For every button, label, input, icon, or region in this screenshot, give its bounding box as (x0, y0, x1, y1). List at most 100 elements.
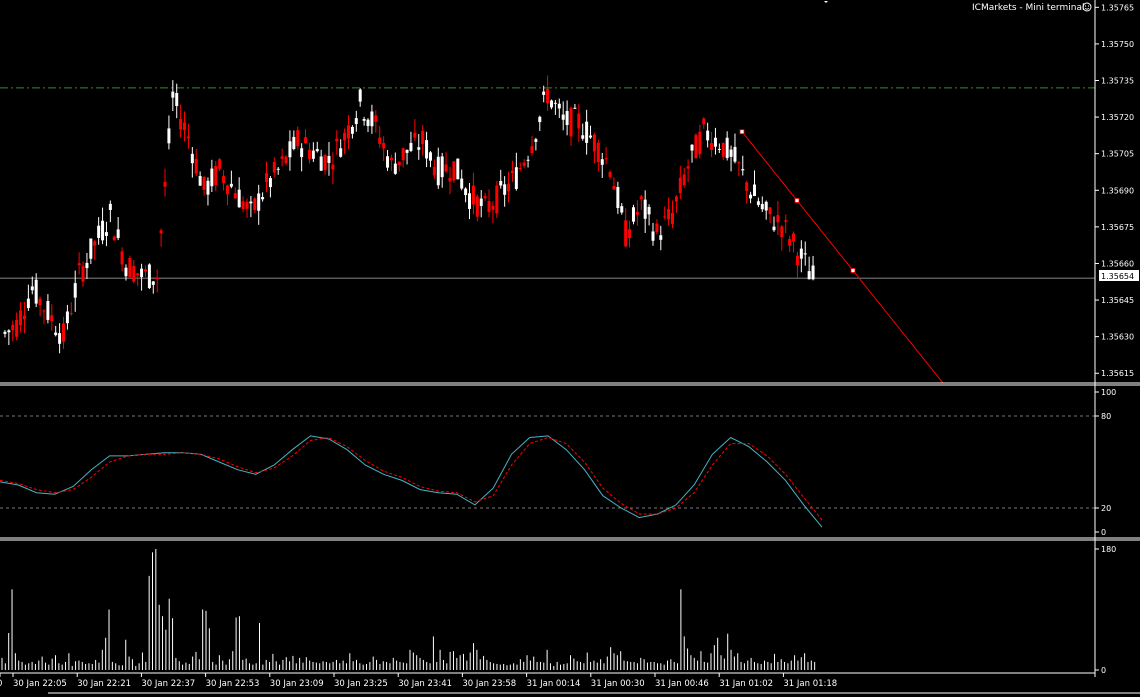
dropdown-caret-icon[interactable] (824, 1, 828, 3)
candle-body (745, 182, 749, 192)
candle-body (136, 273, 140, 276)
candle-body (307, 149, 311, 159)
candle-body (65, 311, 69, 324)
smiley-icon[interactable] (1082, 2, 1092, 12)
candle-body (561, 114, 565, 120)
candle-body (682, 174, 686, 186)
candle-body (108, 203, 112, 210)
candle-body (268, 178, 272, 188)
candle-body (444, 164, 448, 172)
stochastic-tick-label: 20 (1101, 504, 1111, 513)
volume-tick-label: 180 (1101, 545, 1116, 554)
candle-body (327, 156, 331, 163)
candle-body (77, 263, 81, 266)
stochastic-signal-line (0, 436, 823, 521)
candle-body (354, 118, 358, 124)
candle-body (179, 118, 183, 130)
candle-body (276, 168, 280, 170)
candle-body (522, 162, 526, 166)
time-tick-label: 30 Jan 23:25 (334, 679, 388, 689)
time-tick-label: 31 Jan 01:02 (719, 679, 773, 689)
candle-body (729, 149, 733, 157)
candle-body (585, 121, 589, 143)
price-panel[interactable] (0, 75, 1095, 384)
candle-body (81, 266, 85, 282)
volume-tick-label: 0 (1101, 666, 1106, 675)
candle-body (69, 313, 73, 315)
candle-body (183, 122, 187, 131)
candle-body (811, 265, 815, 280)
candle-body (116, 229, 120, 238)
candle-body (678, 177, 682, 194)
candle-body (292, 136, 296, 150)
candle-body (702, 118, 706, 125)
window-title: ICMarkets - Mini terminal (972, 3, 1084, 13)
candle-body (557, 103, 561, 109)
candle-body (159, 230, 163, 234)
candle-body (483, 196, 487, 199)
candle-body (784, 220, 788, 222)
candle-body (30, 286, 34, 291)
candle-body (616, 187, 620, 209)
candle-body (596, 142, 600, 163)
candle-body (565, 111, 569, 126)
time-tick-label: 30 Jan 23:41 (398, 679, 452, 689)
candle-body (514, 167, 518, 190)
candle-body (440, 156, 444, 178)
candle-body (452, 161, 456, 181)
candle-body (671, 212, 675, 224)
price-tick-label: 1.35735 (1101, 77, 1134, 86)
candle-body (538, 116, 542, 123)
price-tick-label: 1.35750 (1101, 40, 1134, 49)
candle-body (495, 185, 499, 214)
candle-body (374, 115, 378, 122)
candle-body (163, 181, 167, 187)
candle-body (186, 136, 190, 139)
candle-body (659, 235, 663, 240)
candle-body (350, 126, 354, 134)
candle-body (491, 205, 495, 210)
candle-body (803, 253, 807, 255)
volume-panel[interactable] (1, 549, 816, 670)
candle-body (323, 155, 327, 171)
candle-body (89, 238, 93, 259)
candle-body (421, 130, 425, 145)
trendline-anchor-point[interactable] (739, 129, 745, 135)
candle-body (499, 180, 503, 186)
trendline-anchor-point[interactable] (850, 268, 856, 273)
candle-body (425, 140, 429, 159)
candle-body (386, 156, 390, 168)
candle-body (202, 176, 206, 190)
trendline-anchor-point[interactable] (794, 198, 800, 203)
candle-body (674, 196, 678, 202)
candle-body (104, 232, 108, 236)
candle-body (261, 197, 265, 200)
candle-body (288, 141, 292, 158)
stochastic-tick-label: 0 (1101, 528, 1106, 537)
candle-body (756, 201, 760, 205)
candle-body (346, 125, 350, 139)
candle-body (62, 323, 66, 342)
candle-body (409, 142, 413, 151)
candle-body (749, 194, 753, 199)
candle-body (198, 176, 202, 186)
candle-body (694, 134, 698, 159)
candle-body (780, 226, 784, 238)
candle-body (311, 150, 315, 159)
stochastic-panel[interactable] (0, 415, 1095, 528)
trendline[interactable] (741, 131, 944, 384)
candle-body (378, 137, 382, 144)
candle-body (73, 283, 77, 298)
stochastic-axis-ticks: 100 80 20 0 (1095, 388, 1116, 537)
candle-body (296, 130, 300, 147)
candle-body (799, 248, 803, 259)
candle-body (120, 251, 124, 265)
candle-body (343, 132, 347, 141)
candle-body (706, 130, 710, 141)
candle-body (717, 148, 721, 150)
candle-body (686, 166, 690, 169)
candle-body (190, 153, 194, 164)
candle-body (237, 189, 241, 208)
